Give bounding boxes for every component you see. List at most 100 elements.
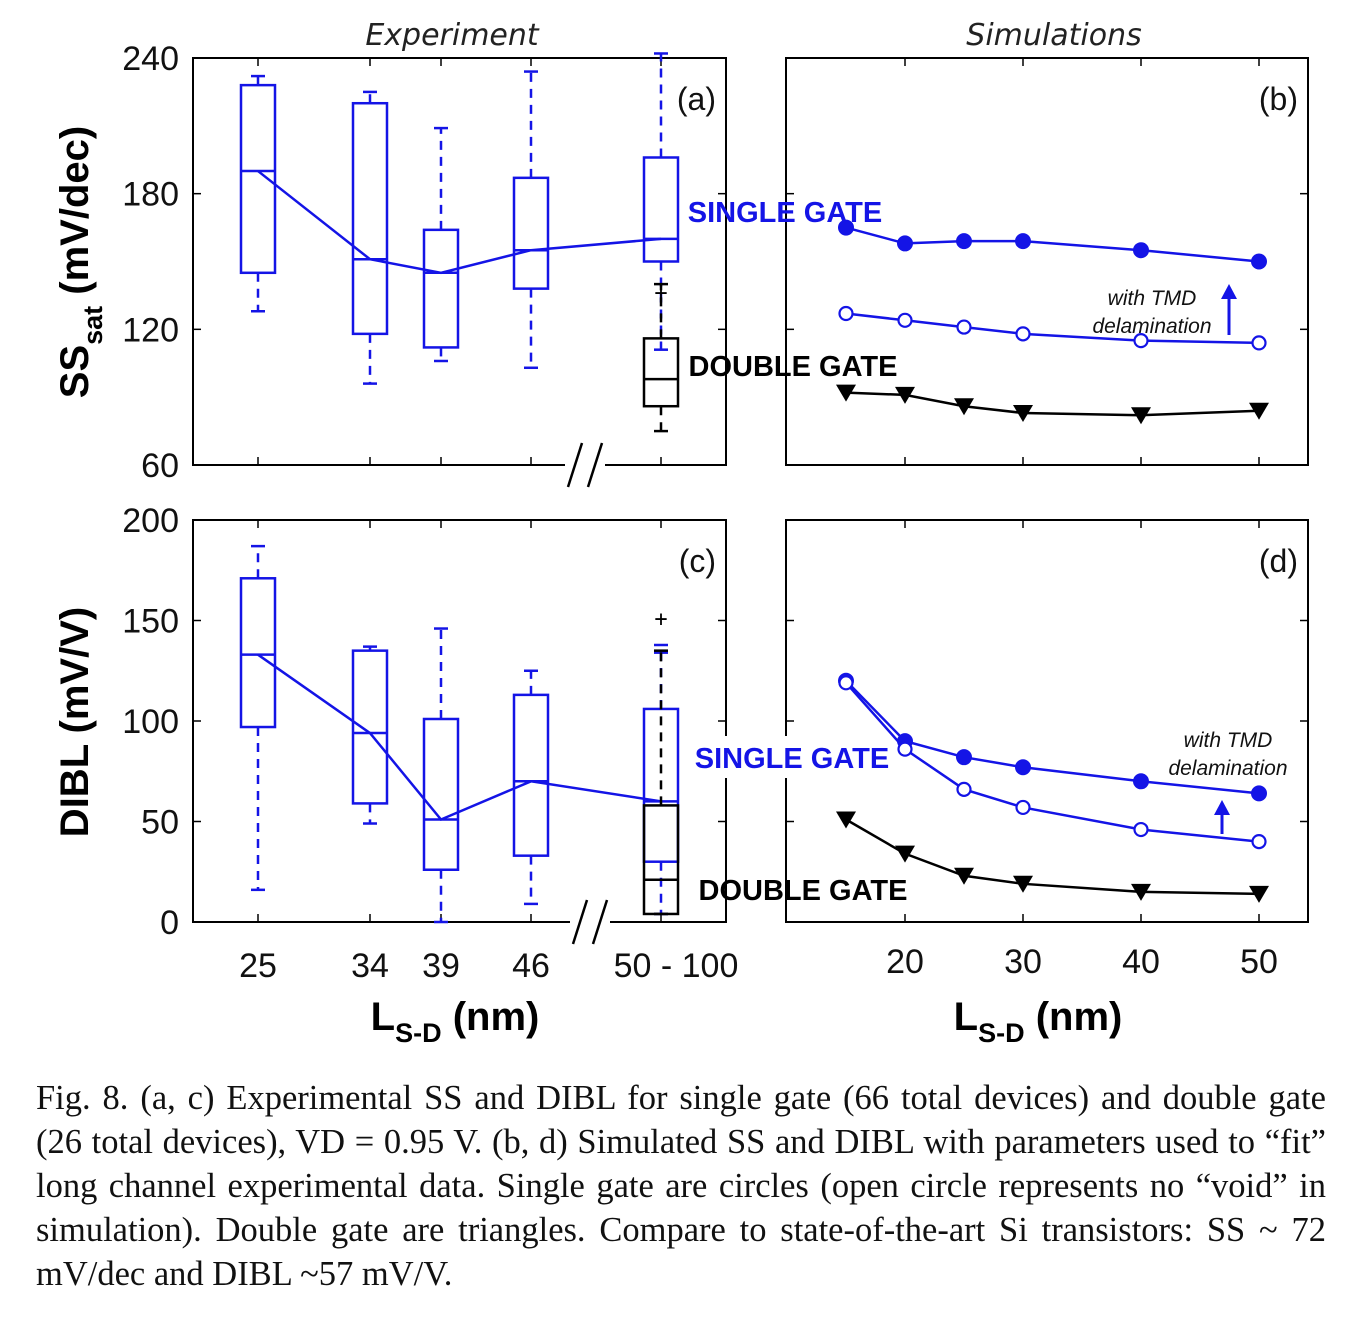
box-iqr — [351, 101, 389, 336]
x-tick-label-sim: 40 — [1122, 943, 1160, 981]
marker-filled-circle — [1251, 785, 1267, 802]
marker-filled-circle — [956, 749, 972, 766]
marker-filled-circle — [1133, 242, 1149, 259]
box-single-gate — [422, 126, 460, 363]
y-axis-title-main: SS — [53, 345, 97, 398]
box-iqr — [512, 176, 550, 290]
marker-triangle-down — [1249, 402, 1269, 420]
tick-marks-c — [193, 619, 726, 823]
box-single-gate — [351, 90, 389, 385]
y-axis-title-c: DIBL (mV/V) — [53, 607, 97, 837]
x-tick-label-exp: 25 — [239, 947, 277, 985]
marker-open-circle — [956, 319, 972, 335]
marker-filled-circle — [956, 233, 972, 250]
x-tick-label-sim: 30 — [1004, 943, 1042, 981]
panel-label-d: (d) — [1259, 543, 1298, 579]
box-iqr — [642, 337, 680, 408]
figure-caption: Fig. 8. (a, c) Experimental SS and DIBL … — [36, 1079, 1326, 1293]
box-single-gate — [422, 627, 460, 924]
marker-triangle-down — [836, 811, 856, 829]
marker-triangle-down — [954, 398, 974, 416]
y-axis-title-a: SSsat (mV/dec) — [53, 126, 108, 398]
box-double-gate — [642, 649, 680, 916]
tick-marks-d — [786, 619, 1308, 823]
marker-open-circle — [838, 305, 854, 322]
y-axis-title-unit: (mV/dec) — [53, 126, 97, 306]
x-axis-title-main: L — [954, 995, 978, 1039]
marker-open-circle — [1251, 833, 1267, 850]
annotation-line-2: delamination — [1092, 315, 1211, 338]
marker-triangle-down — [836, 384, 856, 402]
marker-open-circle — [897, 312, 913, 328]
x-tick-label-exp: 50 - 100 — [614, 947, 739, 985]
y-tick-label-a: 180 — [122, 176, 179, 214]
box-single-gate — [239, 544, 277, 892]
axes-frame-b — [785, 57, 1309, 466]
marker-triangle-down — [895, 386, 915, 404]
box-iqr — [239, 577, 277, 729]
x-axis-title-exp: LS-D (nm) — [371, 995, 540, 1048]
box-single-gate — [512, 70, 550, 370]
box-iqr — [422, 717, 460, 871]
single-gate-label-c: SINGLE GATE — [695, 743, 889, 775]
box-iqr — [422, 228, 460, 349]
y-tick-label-a: 240 — [122, 40, 179, 78]
double-gate-label-a: DOUBLE GATE — [689, 351, 898, 383]
median-line — [257, 653, 662, 822]
box-double-gate — [642, 282, 680, 433]
tick-marks-a — [193, 57, 726, 331]
marker-triangle-down — [1249, 885, 1269, 903]
axes-frame-d — [785, 519, 1309, 923]
series-line-d2 — [845, 818, 1260, 896]
marker-open-circle — [1015, 326, 1031, 342]
series-line-b2 — [845, 391, 1260, 417]
marker-filled-circle — [1015, 233, 1031, 250]
outlier-marker: + — [654, 607, 667, 632]
marker-open-circle — [1133, 333, 1149, 349]
outlier-marker: + — [654, 281, 667, 306]
axis-break-mark — [566, 442, 584, 488]
arrow-up-icon — [1221, 284, 1237, 299]
y-tick-label-c: 150 — [122, 603, 179, 641]
marker-triangle-down — [1131, 407, 1151, 425]
series-line-b1 — [845, 312, 1260, 345]
annotation-line-1: with TMD — [1108, 287, 1197, 310]
box-iqr — [642, 804, 680, 916]
y-tick-label-c: 50 — [141, 804, 179, 842]
x-axis-title-unit: (nm) — [1025, 995, 1123, 1039]
box-iqr — [642, 156, 680, 263]
x-axis-title-sub: S-D — [395, 1018, 442, 1048]
header-simulations: Simulations — [966, 18, 1141, 53]
figure: Experiment Simulations 60 120 180 240 0 50 100 15… — [53, 18, 1309, 1048]
annotation-line-1: with TMD — [1184, 729, 1273, 752]
axis-break-mark — [586, 442, 604, 488]
x-axis-title-unit: (nm) — [442, 995, 540, 1039]
series-line-d1 — [845, 681, 1260, 843]
y-tick-label-a: 120 — [122, 311, 179, 349]
marker-open-circle — [1251, 335, 1267, 351]
marker-triangle-down — [954, 867, 974, 885]
axes-frame-a — [192, 57, 727, 466]
marker-open-circle — [956, 781, 972, 797]
marker-triangle-down — [1131, 883, 1151, 901]
marker-open-circle — [1015, 799, 1031, 816]
label-bg — [693, 736, 889, 778]
x-tick-label-sim: 50 — [1240, 943, 1278, 981]
marker-triangle-down — [1013, 404, 1033, 422]
median-line — [257, 170, 662, 275]
marker-triangle-down — [1013, 875, 1033, 893]
marker-filled-circle — [897, 235, 913, 252]
x-tick-label-exp: 46 — [512, 947, 550, 985]
y-tick-label-c: 200 — [122, 502, 179, 540]
annotation-line-2: delamination — [1168, 757, 1287, 780]
box-iqr — [351, 649, 389, 805]
x-tick-label-sim: 20 — [886, 943, 924, 981]
marker-open-circle — [1133, 821, 1149, 838]
marker-open-circle — [897, 741, 913, 757]
y-tick-label-a: 60 — [141, 447, 179, 485]
header-experiment: Experiment — [365, 18, 540, 53]
panel-label-a: (a) — [677, 81, 716, 117]
axis-break-mark — [571, 899, 589, 945]
y-tick-label-c: 0 — [160, 904, 179, 942]
panel-label-b: (b) — [1259, 81, 1298, 117]
